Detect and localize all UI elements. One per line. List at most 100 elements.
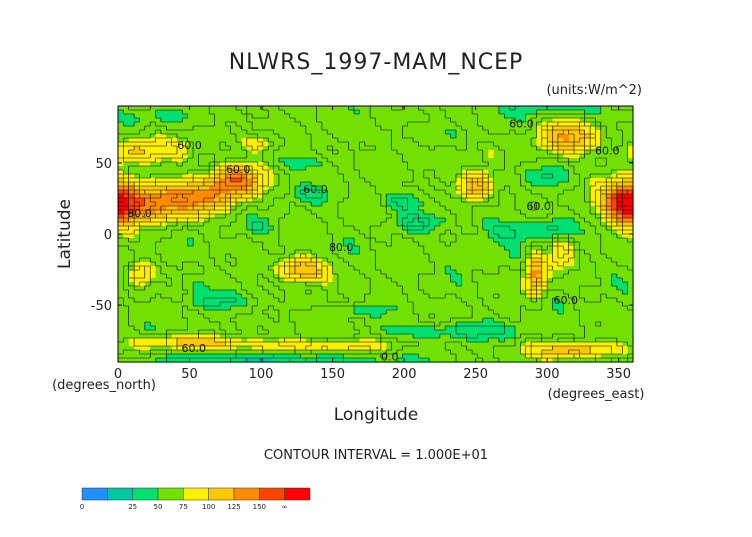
heatmap-cell	[257, 114, 264, 119]
heatmap-cell	[252, 290, 259, 295]
heatmap-cell	[552, 134, 559, 139]
heatmap-cell	[273, 298, 280, 303]
heatmap-cell	[118, 298, 124, 303]
heatmap-cell	[622, 250, 629, 255]
heatmap-cell	[187, 266, 194, 271]
heatmap-cell	[611, 170, 618, 175]
heatmap-cell	[262, 238, 269, 243]
heatmap-cell	[536, 258, 543, 263]
heatmap-cell	[128, 186, 135, 191]
heatmap-cell	[461, 202, 468, 207]
heatmap-cell	[193, 122, 200, 127]
heatmap-cell	[536, 142, 543, 147]
heatmap-cell	[198, 190, 205, 195]
heatmap-cell	[262, 146, 269, 151]
heatmap-cell	[396, 290, 403, 295]
heatmap-cell	[118, 130, 124, 135]
heatmap-cell	[257, 266, 264, 271]
heatmap-cell	[493, 246, 500, 251]
heatmap-cell	[327, 214, 334, 219]
heatmap-cell	[375, 302, 382, 307]
heatmap-cell	[123, 142, 130, 147]
heatmap-cell	[606, 202, 613, 207]
heatmap-cell	[198, 154, 205, 159]
heatmap-cell	[209, 274, 216, 279]
heatmap-cell	[230, 222, 237, 227]
heatmap-cell	[343, 298, 350, 303]
heatmap-cell	[225, 266, 232, 271]
heatmap-cell	[214, 234, 221, 239]
heatmap-cell	[493, 162, 500, 167]
heatmap-cell	[332, 238, 339, 243]
heatmap-cell	[450, 258, 457, 263]
heatmap-cell	[573, 198, 580, 203]
heatmap-cell	[166, 106, 173, 111]
heatmap-cell	[396, 166, 403, 171]
heatmap-cell	[273, 210, 280, 215]
heatmap-cell	[359, 262, 366, 267]
heatmap-cell	[128, 210, 135, 215]
heatmap-cell	[520, 170, 527, 175]
heatmap-cell	[563, 186, 570, 191]
heatmap-cell	[343, 222, 350, 227]
heatmap-cell	[557, 282, 564, 287]
heatmap-cell	[525, 134, 532, 139]
heatmap-cell	[268, 110, 275, 115]
heatmap-cell	[391, 178, 398, 183]
heatmap-cell	[509, 110, 516, 115]
heatmap-cell	[509, 290, 516, 295]
heatmap-cell	[332, 194, 339, 199]
heatmap-cell	[418, 138, 425, 143]
heatmap-cell	[472, 126, 479, 131]
heatmap-cell	[396, 122, 403, 127]
heatmap-cell	[166, 154, 173, 159]
heatmap-cell	[155, 106, 162, 111]
heatmap-cell	[402, 174, 409, 179]
heatmap-cell	[493, 262, 500, 267]
heatmap-cell	[386, 274, 393, 279]
heatmap-cell	[429, 290, 436, 295]
heatmap-cell	[252, 234, 259, 239]
heatmap-cell	[166, 282, 173, 287]
heatmap-cell	[198, 142, 205, 147]
heatmap-cell	[573, 262, 580, 267]
heatmap-cell	[380, 130, 387, 135]
heatmap-cell	[498, 198, 505, 203]
heatmap-cell	[284, 298, 291, 303]
heatmap-cell	[525, 110, 532, 115]
heatmap-cell	[600, 302, 607, 307]
heatmap-cell	[289, 258, 296, 263]
heatmap-cell	[214, 206, 221, 211]
heatmap-cell	[134, 286, 141, 291]
heatmap-cell	[311, 278, 318, 283]
heatmap-cell	[284, 294, 291, 299]
heatmap-cell	[182, 254, 189, 259]
heatmap-cell	[337, 134, 344, 139]
heatmap-cell	[514, 118, 521, 123]
heatmap-cell	[461, 226, 468, 231]
heatmap-cell	[321, 214, 328, 219]
heatmap-cell	[354, 246, 360, 251]
heatmap-cell	[241, 234, 248, 239]
heatmap-cell	[493, 186, 500, 191]
heatmap-cell	[289, 270, 296, 275]
heatmap-cell	[536, 278, 543, 283]
heatmap-cell	[182, 234, 189, 239]
heatmap-cell	[488, 290, 495, 295]
heatmap-cell	[493, 190, 500, 195]
heatmap-cell	[300, 230, 307, 235]
heatmap-cell	[413, 166, 420, 171]
heatmap-cell	[144, 138, 151, 143]
heatmap-cell	[364, 234, 371, 239]
heatmap-cell	[187, 226, 194, 231]
heatmap-cell	[193, 126, 200, 131]
heatmap-cell	[488, 178, 495, 183]
heatmap-cell	[343, 202, 350, 207]
heatmap-cell	[536, 178, 543, 183]
heatmap-cell	[413, 190, 420, 195]
heatmap-cell	[241, 226, 248, 231]
heatmap-cell	[386, 238, 393, 243]
heatmap-cell	[316, 178, 323, 183]
heatmap-cell	[579, 218, 586, 223]
heatmap-cell	[134, 190, 141, 195]
